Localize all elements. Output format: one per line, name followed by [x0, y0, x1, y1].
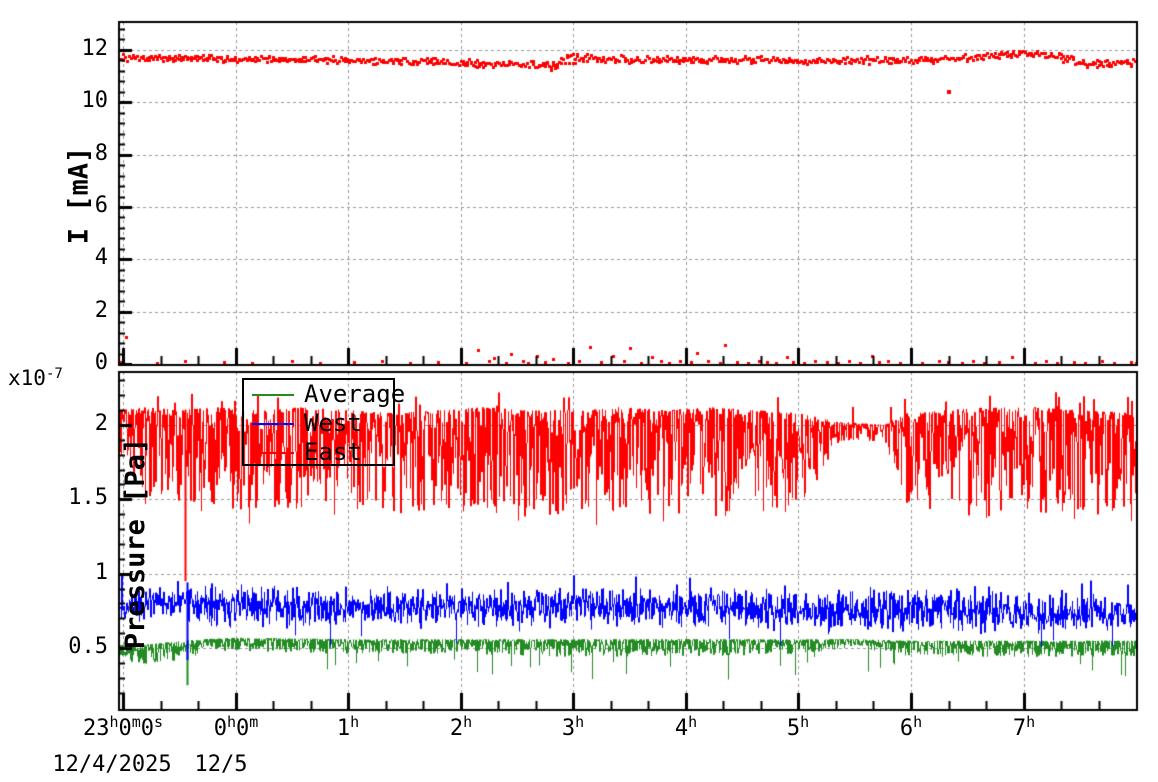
legend: Average West East — [242, 378, 395, 466]
y-tick-label: 8 — [38, 141, 108, 166]
legend-line-east — [252, 452, 294, 454]
date-label-start: 12/4/2025 — [52, 752, 171, 777]
y-tick-label: 2 — [38, 411, 108, 436]
legend-entry-average: Average — [244, 380, 393, 409]
legend-line-average — [252, 394, 294, 396]
y-tick-label: 1.5 — [38, 485, 108, 510]
y-tick-label: 12 — [38, 36, 108, 61]
x-tick-label: 7h — [1013, 716, 1035, 741]
legend-entry-west: West — [244, 409, 393, 438]
y-tick-label: 1 — [38, 560, 108, 585]
x-tick-label: 1h — [337, 716, 359, 741]
y-tick-label: 2 — [38, 298, 108, 323]
y-tick-label: 0 — [38, 350, 108, 375]
y-tick-label: 6 — [38, 193, 108, 218]
bottom-y-axis-title: Pressure [Pa] — [120, 438, 151, 649]
legend-line-west — [252, 423, 294, 425]
x-tick-label: 3h — [562, 716, 584, 741]
x-tick-label: 5h — [787, 716, 809, 741]
x-tick-label: 2h — [450, 716, 472, 741]
x-tick-label: 4h — [675, 716, 697, 741]
root-figure: I [mA] Pressure [Pa] x10-7 0246810120.51… — [0, 0, 1158, 782]
legend-label-west: West — [304, 409, 362, 438]
legend-label-average: Average — [304, 380, 405, 409]
y-tick-label: 4 — [38, 245, 108, 270]
plot-canvas — [0, 0, 1158, 782]
y-tick-label: 10 — [38, 88, 108, 113]
y-tick-label: 0.5 — [38, 634, 108, 659]
date-label-next-day: 12/5 — [195, 752, 248, 777]
legend-entry-east: East — [244, 438, 393, 467]
x-tick-label: 0h0m — [214, 716, 259, 741]
x-tick-label: 6h — [900, 716, 922, 741]
legend-label-east: East — [304, 438, 362, 467]
x-tick-label: 23h0m0s — [83, 716, 163, 741]
